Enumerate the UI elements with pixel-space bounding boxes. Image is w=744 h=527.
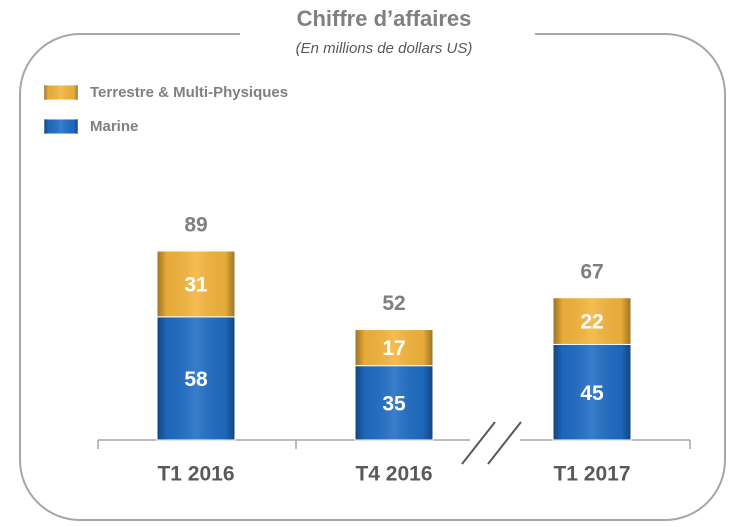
bar-shade: [157, 317, 235, 440]
legend-swatch-shade: [44, 119, 78, 134]
legend-swatch-shade: [44, 85, 78, 100]
total-label: 89: [184, 214, 207, 237]
title-backdrop: [240, 20, 535, 50]
bar-shade: [355, 366, 433, 440]
category-dividers: [97, 440, 691, 449]
x-tick-label: T4 2016: [355, 463, 432, 486]
bar-shade: [553, 344, 631, 440]
segment-label: 17: [382, 337, 405, 360]
segment-label: 22: [580, 311, 603, 334]
x-tick-label: T1 2016: [157, 463, 234, 486]
segment-label: 45: [580, 382, 604, 405]
frame: [19, 33, 726, 521]
total-label: 67: [580, 260, 603, 283]
axis-break: [461, 421, 522, 465]
bar-shade: [355, 330, 433, 366]
legend-label: Marine: [90, 118, 138, 135]
total-label: 52: [382, 292, 405, 315]
chart-subtitle: (En millions de dollars US): [296, 40, 473, 57]
segment-label: 58: [184, 368, 208, 391]
segment-label: 31: [184, 273, 208, 296]
legend-label: Terrestre & Multi-Physiques: [90, 84, 288, 101]
bar-shade: [553, 298, 631, 344]
chart-title: Chiffre d’affaires: [297, 6, 472, 31]
x-tick-label: T1 2017: [553, 463, 630, 486]
bar-shade: [157, 251, 235, 317]
break-gap: [470, 424, 520, 454]
segment-label: 35: [382, 392, 406, 415]
